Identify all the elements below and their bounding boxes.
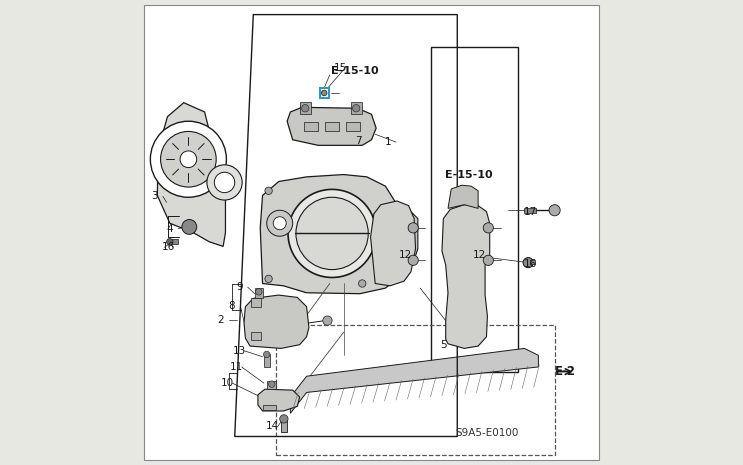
FancyBboxPatch shape <box>255 288 263 299</box>
FancyBboxPatch shape <box>351 102 363 114</box>
Polygon shape <box>244 295 309 348</box>
Polygon shape <box>158 103 225 246</box>
Circle shape <box>352 105 360 112</box>
Text: E-15-10: E-15-10 <box>445 170 493 179</box>
Polygon shape <box>371 201 415 286</box>
FancyBboxPatch shape <box>281 418 287 432</box>
Text: 2: 2 <box>218 315 224 325</box>
Circle shape <box>150 121 227 197</box>
Polygon shape <box>291 348 539 413</box>
Circle shape <box>267 210 293 236</box>
Circle shape <box>288 189 376 278</box>
Circle shape <box>180 151 197 167</box>
Circle shape <box>483 223 493 233</box>
Circle shape <box>256 289 262 295</box>
Text: 1: 1 <box>384 137 391 147</box>
FancyBboxPatch shape <box>251 299 261 307</box>
Polygon shape <box>260 174 399 294</box>
Text: 3: 3 <box>152 191 158 201</box>
Text: 12: 12 <box>398 250 412 260</box>
Circle shape <box>214 172 235 193</box>
Text: 16: 16 <box>161 242 175 252</box>
Circle shape <box>265 187 272 194</box>
FancyBboxPatch shape <box>171 239 178 244</box>
Circle shape <box>207 165 242 200</box>
Polygon shape <box>442 205 490 348</box>
FancyBboxPatch shape <box>525 208 536 213</box>
Text: 9: 9 <box>236 282 243 292</box>
Circle shape <box>302 105 309 112</box>
Circle shape <box>483 255 493 266</box>
Circle shape <box>359 280 366 287</box>
Circle shape <box>322 90 327 96</box>
Text: 16: 16 <box>524 259 537 269</box>
Circle shape <box>279 415 288 423</box>
Text: S9A5-E0100: S9A5-E0100 <box>455 428 519 438</box>
Circle shape <box>296 197 369 270</box>
Polygon shape <box>378 207 418 267</box>
Text: 10: 10 <box>221 378 234 388</box>
Circle shape <box>523 258 533 268</box>
Text: 8: 8 <box>229 301 236 311</box>
Text: 14: 14 <box>266 421 279 432</box>
Circle shape <box>264 351 270 358</box>
Text: 12: 12 <box>473 250 486 260</box>
Text: 17: 17 <box>525 206 537 217</box>
Text: 13: 13 <box>233 345 246 356</box>
FancyBboxPatch shape <box>325 122 339 131</box>
FancyBboxPatch shape <box>530 260 535 264</box>
Circle shape <box>549 205 560 216</box>
Polygon shape <box>448 185 478 208</box>
Circle shape <box>322 316 332 325</box>
FancyBboxPatch shape <box>299 102 311 114</box>
Text: 15: 15 <box>334 63 347 73</box>
Text: 7: 7 <box>355 136 362 146</box>
FancyBboxPatch shape <box>251 332 261 340</box>
Circle shape <box>166 239 173 245</box>
Polygon shape <box>212 221 225 233</box>
Text: 5: 5 <box>441 340 447 350</box>
FancyBboxPatch shape <box>431 47 518 372</box>
FancyBboxPatch shape <box>267 381 276 389</box>
Circle shape <box>268 381 275 387</box>
FancyBboxPatch shape <box>305 122 318 131</box>
Text: 11: 11 <box>230 362 244 372</box>
FancyBboxPatch shape <box>264 354 270 367</box>
Circle shape <box>273 217 286 230</box>
FancyBboxPatch shape <box>262 405 276 410</box>
FancyBboxPatch shape <box>144 5 599 460</box>
FancyBboxPatch shape <box>346 122 360 131</box>
Circle shape <box>182 219 197 234</box>
Circle shape <box>265 275 272 283</box>
Polygon shape <box>258 389 299 411</box>
Circle shape <box>408 223 418 233</box>
FancyBboxPatch shape <box>319 88 329 98</box>
Text: 4: 4 <box>166 224 173 234</box>
Polygon shape <box>287 107 376 146</box>
Circle shape <box>160 132 216 187</box>
Circle shape <box>408 255 418 266</box>
Text: E-2: E-2 <box>555 365 576 378</box>
Text: E-15-10: E-15-10 <box>331 66 379 76</box>
